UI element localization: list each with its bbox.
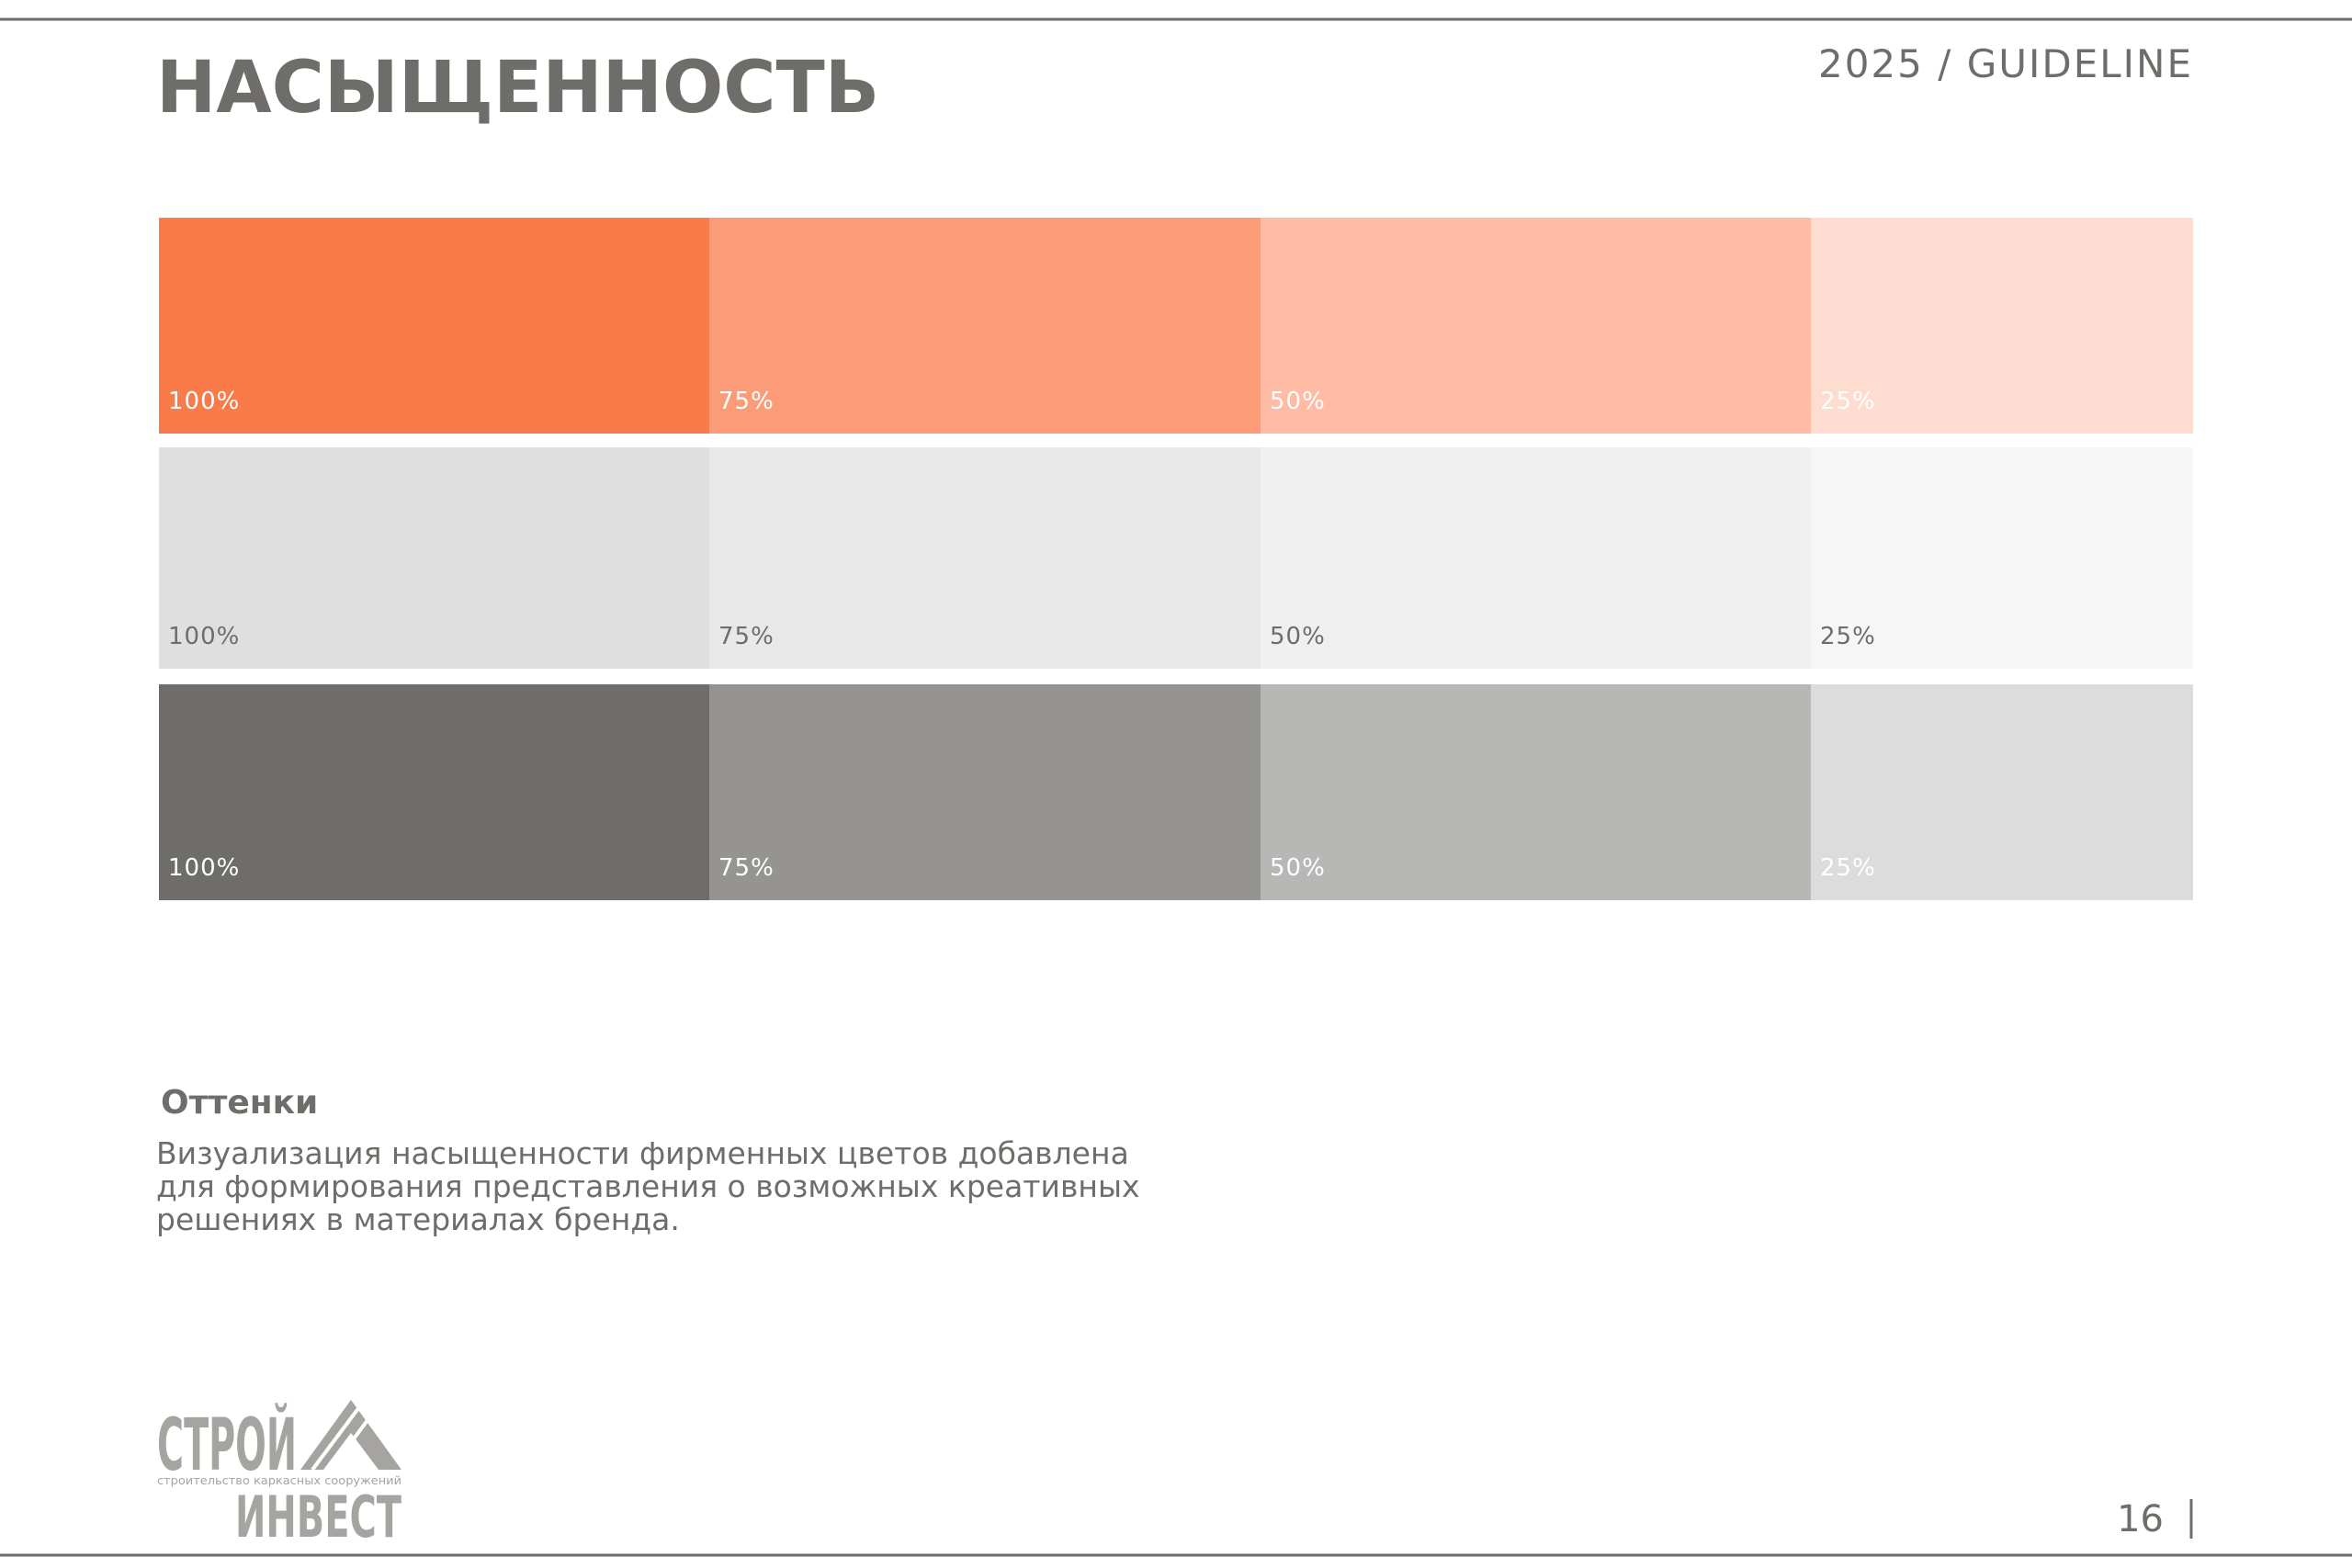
swatch-label: 75% <box>718 623 775 650</box>
logo-tagline: строительство каркасных сооружений <box>157 1474 401 1487</box>
swatch <box>1811 218 2193 434</box>
swatch-label: 50% <box>1270 623 1326 650</box>
swatch-label: 100% <box>168 388 240 415</box>
section-title: Оттенки <box>161 1084 318 1122</box>
swatch <box>1261 447 1812 669</box>
swatch-label: 50% <box>1270 854 1326 882</box>
swatch <box>709 684 1261 900</box>
logo: СТРОЙ строительство каркасных сооружений… <box>157 1398 401 1551</box>
swatch <box>159 684 710 900</box>
logo-icon-stripe <box>329 1407 378 1472</box>
swatch-grid: 100% 75% 50% 25% 100% 75% 50% 25% 100% 75% 50% 25% <box>159 218 2193 900</box>
logo-icon <box>300 1400 401 1470</box>
swatch <box>1811 447 2193 669</box>
swatch <box>709 218 1261 434</box>
section-body: Визуализация насыщенности фирменных цвет… <box>156 1135 1140 1237</box>
logo-icon-stripe <box>311 1398 367 1472</box>
swatch <box>1261 684 1812 900</box>
swatch-label: 75% <box>718 388 775 415</box>
swatch-label: 100% <box>168 623 240 650</box>
body-line: Визуализация насыщенности фирменных цвет… <box>156 1135 1129 1171</box>
page-number: 16 <box>2117 1498 2164 1540</box>
swatch <box>709 447 1261 669</box>
swatch-label: 50% <box>1270 388 1326 415</box>
body-line: для формирования представления о возможн… <box>156 1168 1140 1204</box>
swatch-label: 25% <box>1820 388 1876 415</box>
swatch <box>1261 218 1812 434</box>
page-title: НАСЫЩЕННОСТЬ <box>156 47 879 130</box>
logo-top: СТРОЙ <box>157 1403 297 1487</box>
swatch-label: 25% <box>1820 623 1876 650</box>
swatch-label: 100% <box>168 854 240 882</box>
swatch-label: 75% <box>718 854 775 882</box>
header-label: 2025 / GUIDELINE <box>1818 41 2193 86</box>
body-line: решениях в материалах бренда. <box>156 1201 680 1237</box>
swatch <box>159 447 710 669</box>
swatch <box>1811 684 2193 900</box>
swatch-label: 25% <box>1820 854 1876 882</box>
swatch <box>159 218 710 434</box>
logo-bottom: ИНВЕСТ <box>235 1483 401 1551</box>
